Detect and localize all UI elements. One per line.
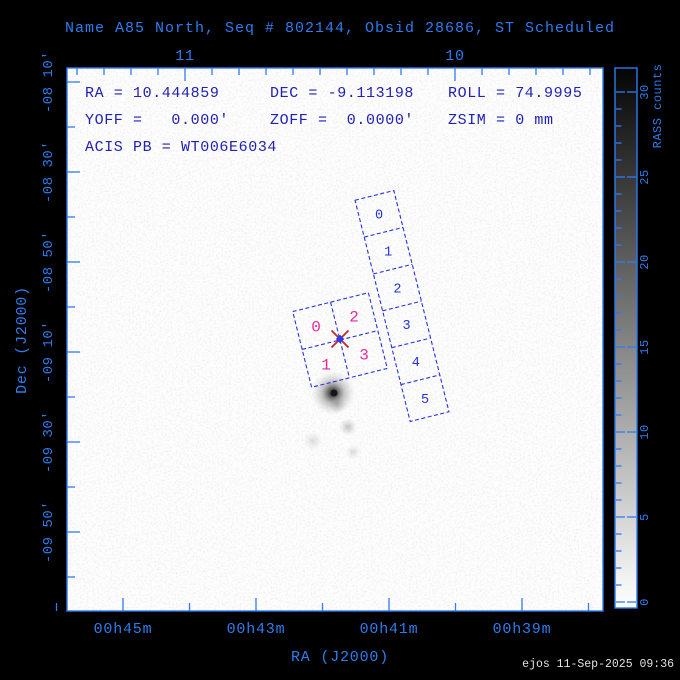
bottom-ra-label: 00h39m — [493, 621, 552, 638]
left-dec-label: -08 10' — [41, 51, 57, 113]
cluster-core — [330, 389, 338, 397]
colorbar-tick-labels: 0 5 10 15 20 25 30 — [638, 84, 652, 606]
info-dec: DEC = -9.113198 — [270, 85, 414, 102]
info-zsim: ZSIM = 0 mm — [448, 112, 554, 129]
credit-timestamp: ejos 11-Sep-2025 09:36 — [522, 658, 674, 671]
bottom-ra-label: 00h43m — [227, 621, 286, 638]
info-yoff: YOFF = 0.000' — [85, 112, 229, 129]
x-axis-title: RA (J2000) — [291, 649, 389, 666]
y-axis-title: Dec (J2000) — [14, 286, 31, 394]
acis-i-chip-0-label: 0 — [311, 319, 321, 337]
colorbar: 0 5 10 15 20 25 30 RASS counts — [614, 64, 665, 609]
left-dec-label: -08 30' — [41, 141, 57, 203]
bottom-ra-label: 00h45m — [94, 621, 153, 638]
cb-tick-label: 10 — [638, 424, 652, 439]
acis-s-array-outline — [354, 189, 450, 423]
colorbar-ticks — [616, 91, 636, 603]
sky-image-panel — [67, 68, 603, 611]
top-ra-deg-label: 11 — [175, 48, 195, 65]
acis-fov-overlay: 0 1 2 3 4 5 0 1 2 3 — [292, 189, 450, 423]
acis-s-chip-4-label: 4 — [412, 356, 420, 371]
info-acis-pb: ACIS PB = WT006E6034 — [85, 139, 277, 156]
cb-tick-label: 20 — [638, 254, 652, 269]
acis-i-chip-1-label: 1 — [321, 357, 331, 375]
cb-tick-label: 0 — [638, 598, 652, 606]
colorbar-gradient — [615, 68, 637, 608]
bottom-ra-label: 00h41m — [360, 621, 419, 638]
cb-tick-label: 30 — [638, 84, 652, 99]
cb-tick-label: 5 — [638, 513, 652, 521]
faint-source — [339, 418, 357, 436]
left-dec-label: -09 30' — [41, 411, 57, 473]
colorbar-border — [614, 67, 638, 609]
left-dec-label: -09 50' — [41, 501, 57, 563]
info-ra: RA = 10.444859 — [85, 85, 219, 102]
cb-tick-label: 15 — [638, 339, 652, 354]
aim-diamond — [335, 334, 345, 344]
acis-s-chip-5-label: 5 — [421, 393, 429, 408]
acis-i-chip-labels: 0 1 2 3 — [311, 309, 369, 375]
acis-s-chip-2-label: 2 — [393, 283, 401, 298]
acis-s-chip-labels: 0 1 2 3 4 5 — [375, 209, 429, 409]
rass-noise-texture — [67, 68, 603, 611]
pointing-info-block: RA = 10.444859 DEC = -9.113198 ROLL = 74… — [85, 85, 582, 156]
acis-s-chip-3-label: 3 — [403, 319, 411, 334]
left-dec-label: -09 10' — [41, 321, 57, 383]
plot-title: Name A85 North, Seq # 802144, Obsid 2868… — [65, 20, 615, 37]
axis-ticks — [55, 68, 591, 611]
plot-border — [66, 67, 604, 612]
acis-s-chip-1-label: 1 — [384, 246, 392, 261]
acis-i-chip-3-label: 3 — [359, 347, 369, 365]
acis-s-chip-0-label: 0 — [375, 209, 383, 224]
cluster-extension — [328, 395, 346, 413]
info-roll: ROLL = 74.9995 — [448, 85, 582, 102]
faint-source — [345, 444, 361, 460]
acis-i-chip-2-label: 2 — [349, 309, 359, 327]
aim-point-marker — [330, 329, 350, 349]
cb-tick-label: 25 — [638, 169, 652, 184]
top-ra-deg-label: 10 — [445, 48, 465, 65]
left-dec-label: -08 50' — [41, 231, 57, 293]
colorbar-title: RASS counts — [651, 64, 665, 149]
faint-source — [303, 431, 323, 451]
info-zoff: ZOFF = 0.0000' — [270, 112, 414, 129]
